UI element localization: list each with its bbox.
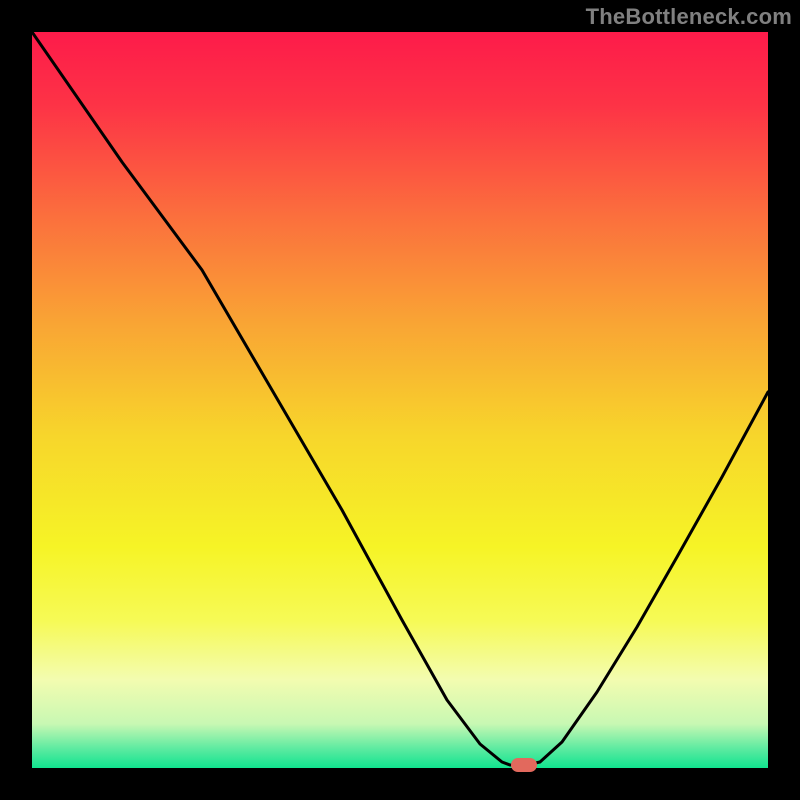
bottleneck-curve bbox=[32, 32, 768, 768]
plot-area bbox=[32, 32, 768, 768]
outer-frame: TheBottleneck.com bbox=[0, 0, 800, 800]
optimum-marker bbox=[511, 758, 537, 772]
watermark-text: TheBottleneck.com bbox=[586, 4, 792, 30]
